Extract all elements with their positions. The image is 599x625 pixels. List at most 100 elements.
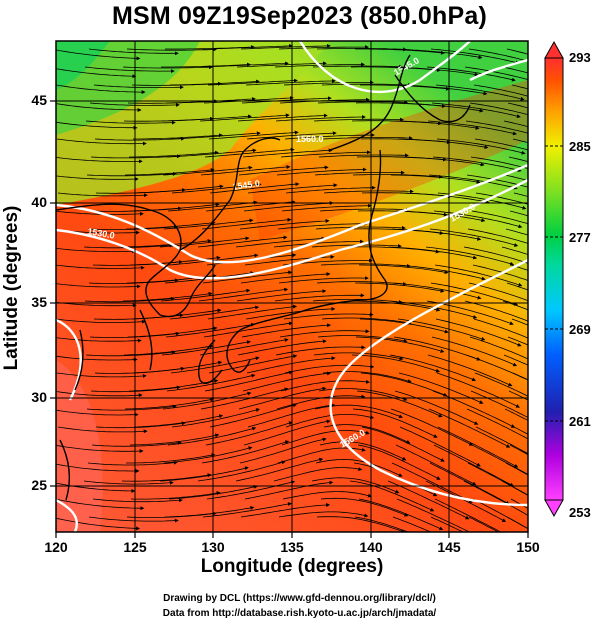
streamline bbox=[510, 264, 528, 271]
streamline bbox=[171, 408, 261, 428]
streamline bbox=[239, 437, 327, 464]
streamline bbox=[241, 96, 332, 104]
streamline bbox=[235, 236, 326, 248]
streamline bbox=[245, 306, 336, 320]
streamline bbox=[468, 48, 528, 62]
streamline bbox=[391, 462, 473, 503]
streamline bbox=[240, 503, 331, 518]
streamline bbox=[161, 62, 251, 68]
streamline bbox=[160, 288, 251, 302]
streamline bbox=[56, 138, 147, 146]
streamline bbox=[202, 270, 293, 284]
streamline bbox=[360, 84, 450, 91]
streamline bbox=[280, 379, 370, 392]
streamline bbox=[425, 246, 515, 266]
streamline bbox=[56, 49, 141, 61]
streamline bbox=[504, 174, 528, 181]
credit-data: Data from http://database.rish.kyoto-u.a… bbox=[162, 608, 437, 619]
streamline bbox=[198, 287, 289, 302]
streamline bbox=[207, 304, 298, 320]
streamline bbox=[281, 203, 372, 212]
y-tick-label: 25 bbox=[31, 477, 47, 493]
streamline bbox=[469, 102, 528, 116]
colorbar-label: 261 bbox=[569, 414, 591, 429]
streamline bbox=[122, 291, 213, 302]
streamline bbox=[278, 276, 369, 284]
streamline bbox=[471, 210, 528, 225]
streamline bbox=[512, 138, 528, 144]
plot-title: MSM 09Z19Sep2023 (850.0hPa) bbox=[111, 2, 488, 30]
streamline bbox=[273, 467, 363, 482]
streamline bbox=[56, 84, 146, 95]
streamline bbox=[431, 336, 518, 367]
streamline bbox=[389, 120, 480, 130]
colorbar-label: 293 bbox=[569, 50, 591, 65]
x-tick-marks bbox=[55, 532, 529, 538]
streamline bbox=[84, 66, 175, 74]
streamline bbox=[468, 516, 500, 532]
streamline bbox=[279, 329, 370, 338]
streamline bbox=[467, 228, 528, 244]
streamline bbox=[240, 43, 331, 50]
streamline bbox=[243, 419, 331, 446]
streamline bbox=[170, 356, 260, 374]
streamline bbox=[312, 299, 403, 304]
streamline bbox=[282, 491, 372, 500]
streamline bbox=[126, 453, 216, 464]
streamline bbox=[318, 153, 409, 158]
y-tick-label: 35 bbox=[31, 294, 47, 310]
streamline bbox=[85, 120, 176, 125]
streamline bbox=[317, 335, 408, 343]
streamline bbox=[356, 390, 443, 418]
streamline bbox=[280, 150, 371, 158]
streamline bbox=[167, 200, 258, 212]
streamline bbox=[204, 147, 295, 158]
streamline bbox=[355, 282, 445, 293]
streamline bbox=[56, 444, 144, 454]
streamline bbox=[428, 174, 518, 190]
streamline bbox=[235, 457, 324, 482]
streamline bbox=[507, 336, 528, 346]
streamline bbox=[127, 326, 218, 338]
streamline bbox=[166, 373, 256, 392]
streamline bbox=[283, 312, 374, 320]
streamline bbox=[208, 354, 298, 374]
streamline bbox=[56, 463, 140, 473]
streamline bbox=[463, 480, 528, 516]
streamline bbox=[200, 164, 291, 176]
streamline bbox=[56, 175, 139, 182]
streamline bbox=[123, 344, 214, 356]
streamline bbox=[508, 156, 528, 163]
streamline bbox=[275, 115, 366, 122]
y-tick-marks bbox=[50, 100, 56, 487]
streamline bbox=[358, 498, 444, 531]
streamline bbox=[470, 156, 528, 169]
colorbar: 293 285 277 269 261 253 bbox=[544, 40, 591, 520]
streamline bbox=[206, 480, 296, 500]
streamline bbox=[432, 390, 516, 428]
streamline bbox=[361, 426, 445, 462]
streamline bbox=[84, 296, 175, 303]
streamline bbox=[513, 426, 528, 435]
streamline bbox=[391, 228, 482, 241]
streamline bbox=[285, 414, 375, 428]
streamline bbox=[352, 408, 438, 438]
streamline bbox=[236, 289, 327, 302]
streamline bbox=[473, 84, 528, 97]
streamline bbox=[392, 516, 432, 532]
x-axis-label: Longitude (degrees) bbox=[200, 556, 384, 577]
streamline bbox=[316, 281, 407, 286]
streamline bbox=[506, 516, 528, 530]
streamline bbox=[503, 354, 528, 366]
streamline bbox=[320, 263, 411, 268]
streamline bbox=[162, 391, 252, 410]
streamline bbox=[126, 47, 217, 52]
streamline bbox=[504, 408, 528, 421]
streamline bbox=[506, 48, 528, 55]
streamline bbox=[56, 337, 142, 343]
streamline bbox=[360, 372, 448, 397]
streamline bbox=[321, 317, 412, 325]
streamline bbox=[56, 264, 145, 270]
streamline bbox=[275, 345, 366, 356]
